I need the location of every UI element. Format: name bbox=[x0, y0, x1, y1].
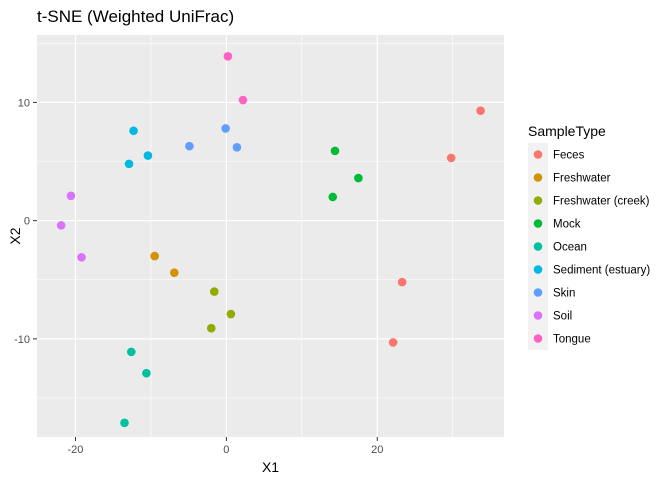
data-point bbox=[330, 146, 340, 156]
legend-marker bbox=[533, 334, 543, 343]
x-tick-label: 0 bbox=[223, 444, 229, 456]
data-point bbox=[129, 126, 138, 136]
legend-marker bbox=[533, 288, 543, 297]
data-point bbox=[124, 159, 134, 169]
data-point bbox=[120, 418, 129, 428]
data-point bbox=[238, 95, 248, 105]
data-point bbox=[56, 221, 66, 230]
legend-marker bbox=[533, 311, 543, 320]
x-axis-ticks: -20 0 20 bbox=[68, 437, 383, 456]
legend-label: Feces bbox=[553, 150, 585, 162]
legend-label: Freshwater (creek) bbox=[553, 196, 650, 208]
legend: SampleType Feces Freshwater Freshwater (cr… bbox=[528, 123, 650, 350]
plot-panel bbox=[37, 35, 504, 437]
legend-label: Sediment (estuary) bbox=[553, 265, 650, 277]
data-point bbox=[77, 252, 86, 262]
data-point bbox=[388, 338, 398, 347]
y-tick-label: 0 bbox=[24, 216, 30, 228]
legend-marker bbox=[533, 265, 543, 274]
data-point bbox=[354, 173, 363, 183]
data-point bbox=[66, 191, 76, 201]
y-axis-ticks: -10 0 10 bbox=[14, 97, 37, 346]
data-point bbox=[221, 124, 230, 133]
data-point bbox=[223, 51, 233, 61]
legend-marker bbox=[533, 242, 543, 251]
data-point bbox=[328, 192, 338, 202]
x-tick-label: -20 bbox=[68, 444, 84, 456]
data-points bbox=[56, 51, 485, 428]
data-point bbox=[127, 347, 136, 357]
x-tick-label: 20 bbox=[371, 444, 383, 456]
legend-title: SampleType bbox=[528, 123, 606, 139]
legend-items: Feces Freshwater Freshwater (creek) Mock Oce… bbox=[528, 143, 650, 350]
data-point bbox=[170, 268, 179, 277]
legend-label: Ocean bbox=[553, 242, 587, 254]
data-point bbox=[397, 277, 407, 287]
legend-marker bbox=[533, 219, 543, 228]
legend-label: Mock bbox=[553, 219, 581, 231]
legend-marker bbox=[533, 150, 543, 159]
x-axis-label: X1 bbox=[262, 459, 279, 475]
legend-label: Soil bbox=[553, 311, 572, 323]
legend-label: Tongue bbox=[553, 334, 591, 346]
legend-label: Skin bbox=[553, 288, 575, 300]
data-point bbox=[206, 323, 216, 333]
data-point bbox=[446, 153, 456, 163]
data-point bbox=[209, 287, 219, 296]
data-point bbox=[185, 141, 194, 151]
data-point bbox=[142, 368, 151, 378]
data-point bbox=[476, 106, 485, 115]
y-axis-label: X2 bbox=[7, 227, 23, 244]
chart-title: t-SNE (Weighted UniFrac) bbox=[37, 7, 234, 26]
data-point bbox=[226, 309, 236, 319]
legend-marker bbox=[533, 196, 543, 205]
y-tick-label: 10 bbox=[18, 97, 30, 109]
y-tick-label: -10 bbox=[14, 334, 30, 346]
data-point bbox=[143, 151, 153, 160]
data-point bbox=[150, 251, 159, 261]
data-point bbox=[232, 143, 242, 152]
major-gridlines bbox=[37, 35, 504, 437]
legend-label: Freshwater bbox=[553, 173, 611, 185]
legend-marker bbox=[533, 173, 543, 182]
